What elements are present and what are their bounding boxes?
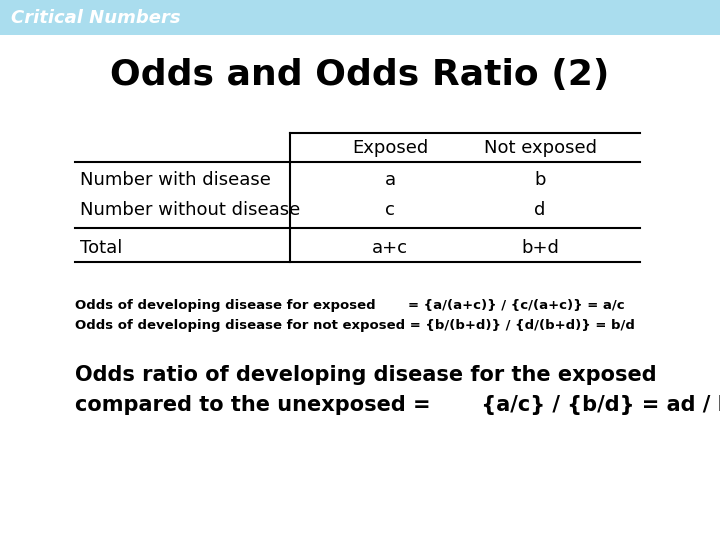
Text: Total: Total: [80, 239, 122, 257]
Text: Odds of developing disease for exposed       = {a/(a+c)} / {c/(a+c)} = a/c: Odds of developing disease for exposed =…: [75, 300, 625, 313]
Text: c: c: [385, 201, 395, 219]
Text: Not exposed: Not exposed: [484, 139, 596, 157]
Text: Critical Numbers: Critical Numbers: [11, 9, 181, 26]
Text: Odds and Odds Ratio (2): Odds and Odds Ratio (2): [110, 58, 610, 92]
Text: a: a: [384, 171, 395, 189]
Text: Odds ratio of developing disease for the exposed: Odds ratio of developing disease for the…: [75, 365, 657, 385]
Text: b: b: [534, 171, 546, 189]
Text: Number with disease: Number with disease: [80, 171, 271, 189]
Text: Number without disease: Number without disease: [80, 201, 300, 219]
Text: a+c: a+c: [372, 239, 408, 257]
Text: b+d: b+d: [521, 239, 559, 257]
Text: d: d: [534, 201, 546, 219]
Text: Odds of developing disease for not exposed = {b/(b+d)} / {d/(b+d)} = b/d: Odds of developing disease for not expos…: [75, 320, 635, 333]
Text: compared to the unexposed =       {a/c} / {b/d} = ad / bc: compared to the unexposed = {a/c} / {b/d…: [75, 395, 720, 415]
Text: Exposed: Exposed: [352, 139, 428, 157]
